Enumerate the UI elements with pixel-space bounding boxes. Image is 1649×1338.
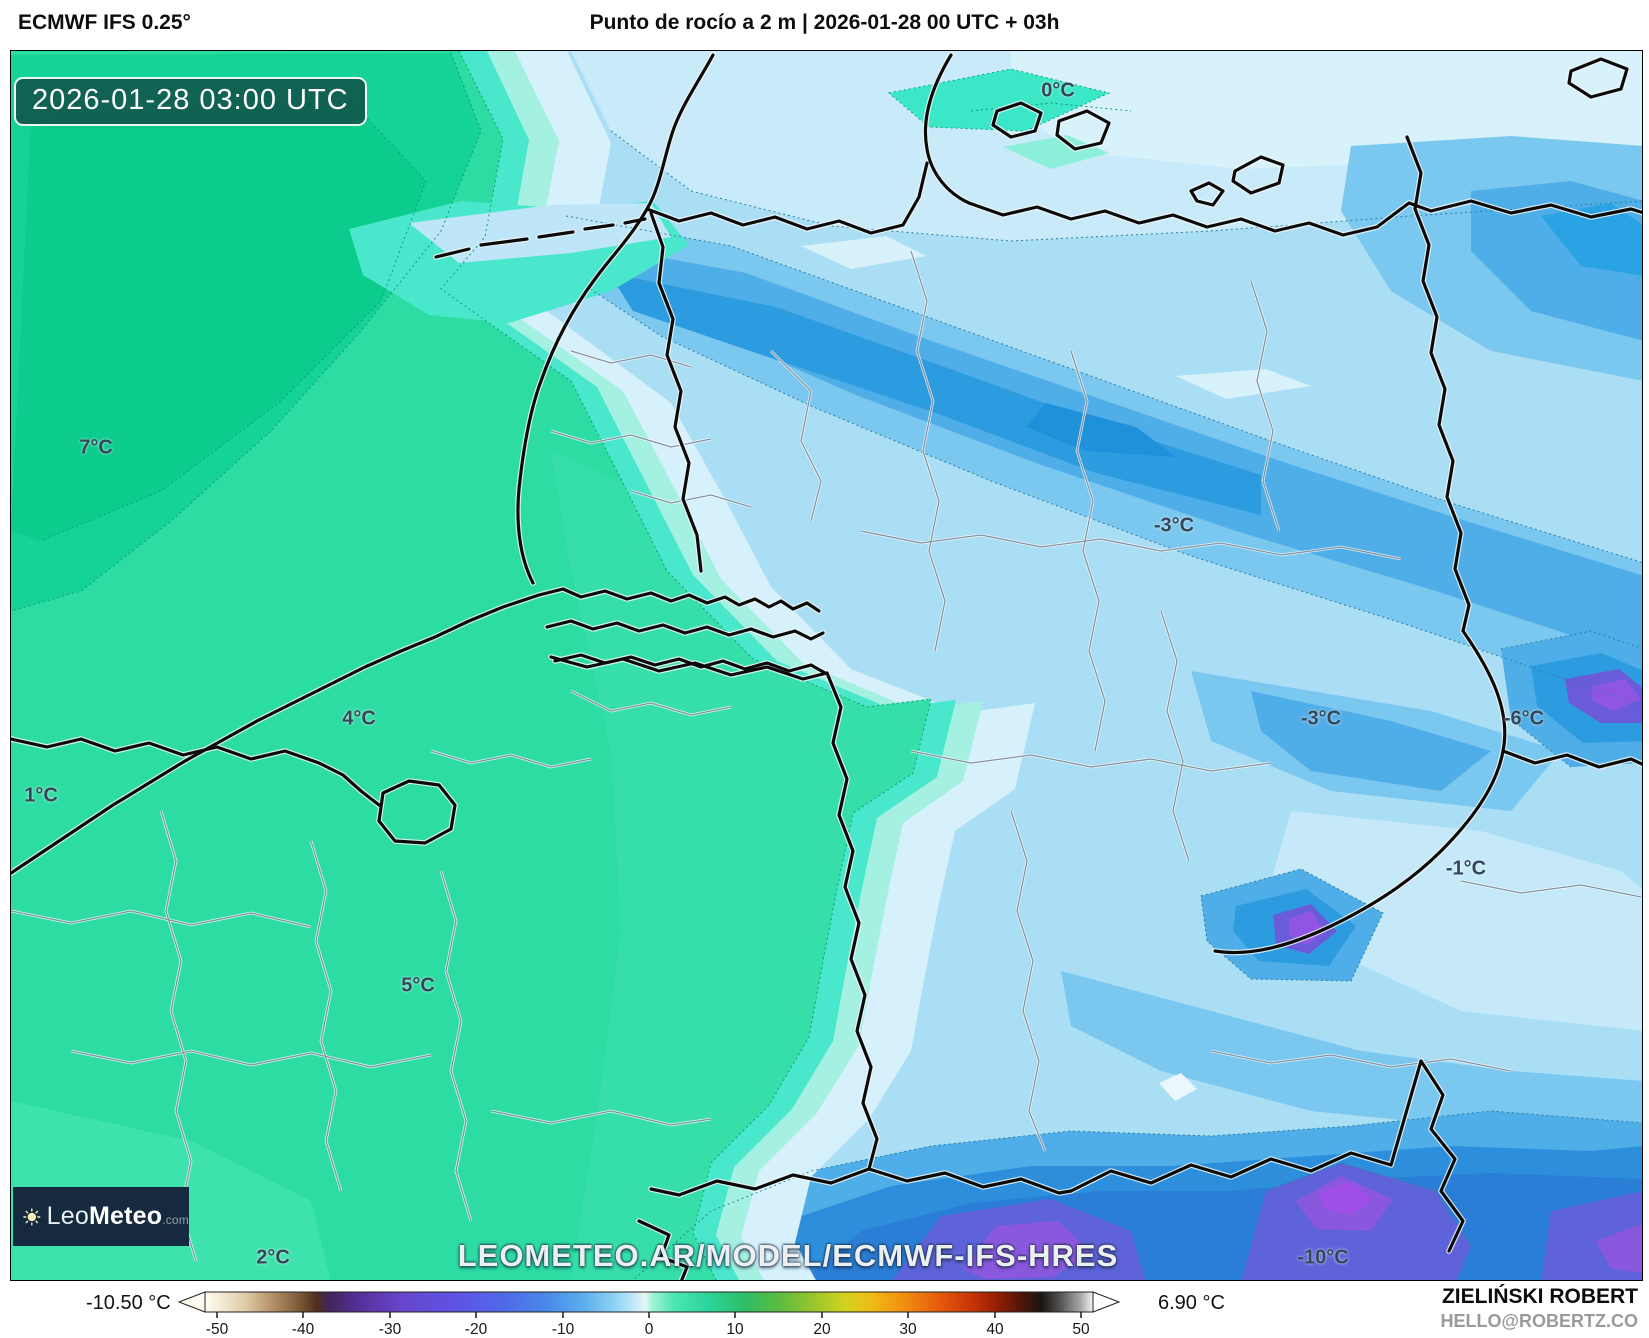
logo-text-meteo: Meteo: [88, 1202, 163, 1230]
temp-label: 2°C: [256, 1246, 290, 1269]
colorbar-gradient: [204, 1291, 1094, 1313]
colorbar: -50 -40 -30 -20 -10 0 10 20 30 40 50: [177, 1291, 1121, 1338]
temp-label: 1°C: [24, 784, 58, 807]
sun-icon: [23, 1207, 41, 1226]
temp-label: 4°C: [342, 707, 376, 730]
colorbar-left-arrow: [177, 1291, 206, 1313]
colorbar-tick: 20: [813, 1321, 831, 1338]
timestamp-badge: 2026-01-28 03:00 UTC: [14, 77, 367, 126]
colorbar-tick: 50: [1072, 1321, 1090, 1338]
colorbar-tick: 10: [726, 1321, 744, 1338]
temperature-fill-regions: [11, 51, 1642, 1280]
author-email: HELLO@ROBERTZ.CO: [1440, 1311, 1638, 1332]
colorbar-tick: -30: [379, 1321, 402, 1338]
temp-label: 0°C: [1041, 79, 1075, 102]
colorbar-tick-marks: [216, 1312, 1082, 1318]
credit-block: ZIELIŃSKI ROBERT HELLO@ROBERTZ.CO: [1440, 1284, 1638, 1333]
colorbar-right-arrow: [1092, 1291, 1121, 1313]
weather-map: 2026-01-28 03:00 UTC 7°C 0°C 1°C 4°C 5°C…: [10, 50, 1643, 1281]
colorbar-tick: -20: [465, 1321, 488, 1338]
colorbar-tick: 0: [645, 1321, 654, 1338]
temp-label: 7°C: [79, 436, 113, 459]
logo-text: LeoMeteo.com: [47, 1202, 189, 1231]
temp-label: -3°C: [1153, 514, 1195, 537]
author-name: ZIELIŃSKI ROBERT: [1441, 1285, 1638, 1308]
colorbar-tick: -10: [552, 1321, 575, 1338]
temp-label: -10°C: [1297, 1246, 1349, 1269]
colorbar-max-value: 6.90 °C: [1158, 1292, 1225, 1314]
colorbar-tick: -50: [206, 1321, 229, 1338]
colorbar-min-value: -10.50 °C: [86, 1292, 171, 1314]
dewpoint-contour-map: [11, 51, 1642, 1280]
temp-label: -1°C: [1445, 857, 1487, 880]
logo-text-tld: .com: [162, 1213, 189, 1227]
model-name: ECMWF IFS 0.25°: [18, 11, 191, 34]
temp-label: 5°C: [401, 974, 435, 997]
temp-label: -3°C: [1300, 707, 1342, 730]
logo-text-leo: Leo: [46, 1202, 89, 1230]
temp-label: -6°C: [1503, 707, 1545, 730]
watermark: LEOMETEO.AR/MODEL/ECMWF-IFS-HRES: [457, 1238, 1119, 1273]
colorbar-tick: -40: [292, 1321, 315, 1338]
leometeo-logo: LeoMeteo.com: [13, 1187, 189, 1246]
page-title: Punto de rocío a 2 m | 2026-01-28 00 UTC…: [589, 11, 1060, 34]
colorbar-tick: 30: [899, 1321, 917, 1338]
colorbar-tick: 40: [986, 1321, 1004, 1338]
